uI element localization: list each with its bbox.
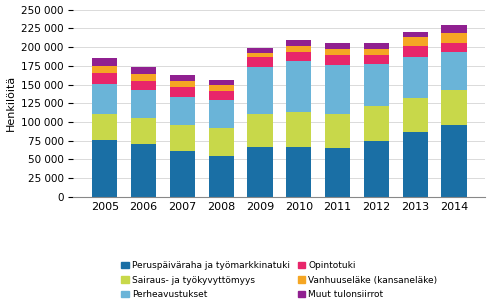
Bar: [325, 148, 350, 197]
Bar: [247, 67, 273, 115]
Bar: [403, 57, 428, 98]
Y-axis label: Henkilöitä: Henkilöitä: [5, 75, 16, 132]
Bar: [247, 57, 273, 67]
Bar: [286, 147, 311, 197]
Bar: [209, 99, 234, 128]
Bar: [325, 114, 350, 148]
Legend: Peruspäiväraha ja työmarkkinatuki, Sairaus- ja työkyvyttömyys, Perheavustukset, : Peruspäiväraha ja työmarkkinatuki, Saira…: [118, 258, 441, 303]
Bar: [209, 91, 234, 99]
Bar: [364, 105, 389, 141]
Bar: [286, 61, 311, 112]
Bar: [403, 37, 428, 46]
Bar: [131, 145, 156, 197]
Bar: [441, 52, 467, 90]
Bar: [441, 90, 467, 125]
Bar: [209, 80, 234, 85]
Bar: [286, 45, 311, 52]
Bar: [364, 48, 389, 55]
Bar: [92, 66, 117, 73]
Bar: [286, 112, 311, 147]
Bar: [131, 118, 156, 145]
Bar: [247, 148, 273, 197]
Bar: [247, 53, 273, 57]
Bar: [364, 55, 389, 64]
Bar: [92, 84, 117, 114]
Bar: [441, 33, 467, 42]
Bar: [441, 42, 467, 52]
Bar: [403, 98, 428, 132]
Bar: [170, 97, 195, 125]
Bar: [131, 74, 156, 81]
Bar: [170, 87, 195, 97]
Bar: [247, 48, 273, 53]
Bar: [403, 46, 428, 57]
Bar: [364, 141, 389, 197]
Bar: [364, 64, 389, 105]
Bar: [170, 151, 195, 197]
Bar: [325, 48, 350, 55]
Bar: [325, 55, 350, 65]
Bar: [92, 114, 117, 140]
Bar: [441, 25, 467, 33]
Bar: [247, 115, 273, 148]
Bar: [286, 39, 311, 45]
Bar: [170, 125, 195, 151]
Bar: [325, 42, 350, 48]
Bar: [92, 58, 117, 66]
Bar: [364, 42, 389, 48]
Bar: [92, 73, 117, 84]
Bar: [209, 85, 234, 91]
Bar: [286, 52, 311, 61]
Bar: [209, 128, 234, 156]
Bar: [131, 90, 156, 118]
Bar: [403, 132, 428, 197]
Bar: [170, 81, 195, 87]
Bar: [209, 156, 234, 197]
Bar: [170, 75, 195, 81]
Bar: [131, 81, 156, 90]
Bar: [441, 125, 467, 197]
Bar: [403, 32, 428, 37]
Bar: [131, 67, 156, 74]
Bar: [92, 140, 117, 197]
Bar: [325, 65, 350, 114]
